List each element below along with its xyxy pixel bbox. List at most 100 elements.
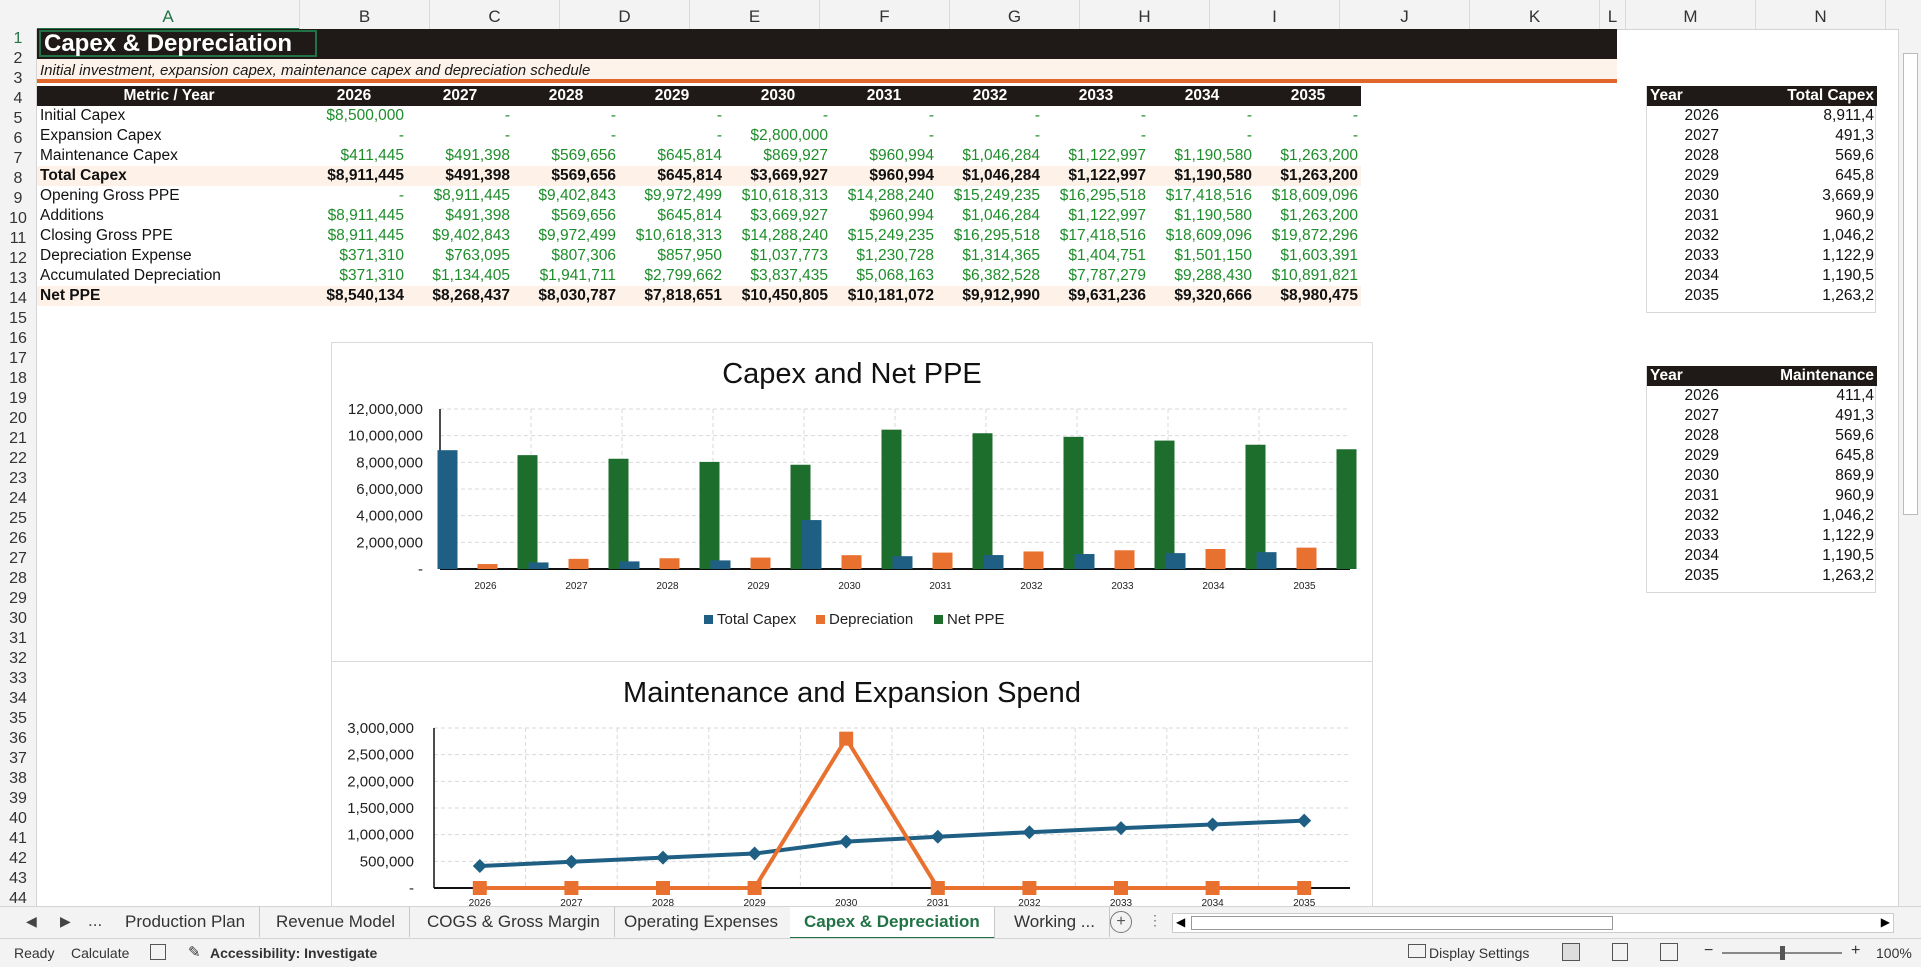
value-cell[interactable]: -	[716, 127, 722, 144]
value-cell[interactable]: $1,037,773	[750, 247, 828, 264]
row-header-31[interactable]: 31	[9, 630, 27, 647]
tab-more-button[interactable]: ...	[88, 911, 103, 930]
row-header-42[interactable]: 42	[9, 850, 27, 867]
row-header-7[interactable]: 7	[13, 150, 23, 167]
value-cell[interactable]: $15,249,235	[953, 187, 1040, 204]
row-header-1[interactable]: 1	[13, 30, 23, 47]
helper-value[interactable]: 1,122,9	[1822, 247, 1874, 264]
helper-value[interactable]: 569,6	[1835, 427, 1874, 444]
row-label[interactable]: Maintenance Capex	[40, 147, 178, 164]
helper-year[interactable]: 2034	[1684, 547, 1719, 564]
bar-depreciation[interactable]	[841, 555, 862, 569]
helper-value[interactable]: 960,9	[1835, 207, 1874, 224]
row-header-20[interactable]: 20	[9, 410, 27, 427]
column-header-n[interactable]: N	[1756, 0, 1886, 29]
year-header[interactable]: 2029	[619, 86, 725, 106]
value-cell[interactable]: $3,669,927	[750, 207, 828, 224]
column-header-i[interactable]: I	[1210, 0, 1340, 29]
bar-total-capex[interactable]	[437, 450, 458, 569]
helper-year[interactable]: 2032	[1684, 507, 1719, 524]
value-cell[interactable]: $15,249,235	[847, 227, 934, 244]
value-cell[interactable]: $1,230,728	[856, 247, 934, 264]
bar-depreciation[interactable]	[568, 558, 589, 569]
helper-value[interactable]: 1,190,5	[1822, 547, 1874, 564]
value-cell[interactable]: $8,268,437	[407, 286, 513, 306]
value-cell[interactable]: -	[1352, 107, 1358, 124]
row-header-2[interactable]: 2	[13, 50, 23, 67]
helper-year[interactable]: 2027	[1684, 127, 1719, 144]
capex-net-ppe-chart[interactable]: Capex and Net PPE - 2,000,000 4,000,000 6,00…	[331, 342, 1373, 672]
add-sheet-icon[interactable]: +	[1110, 911, 1132, 933]
row-header-41[interactable]: 41	[9, 830, 27, 847]
row-header-29[interactable]: 29	[9, 590, 27, 607]
row-header-40[interactable]: 40	[9, 810, 27, 827]
value-cell[interactable]: $8,911,445	[327, 227, 404, 244]
column-header-j[interactable]: J	[1340, 0, 1470, 29]
value-cell[interactable]: $569,656	[551, 207, 616, 224]
value-cell[interactable]: $1,046,284	[962, 207, 1040, 224]
workbook-statistics-icon[interactable]	[150, 944, 166, 960]
value-cell[interactable]: -	[1140, 127, 1146, 144]
value-cell[interactable]: $9,912,990	[937, 286, 1043, 306]
year-header[interactable]: 2032	[937, 86, 1043, 106]
helper-value[interactable]: 1,046,2	[1822, 227, 1874, 244]
helper-year[interactable]: 2027	[1684, 407, 1719, 424]
value-cell[interactable]: $1,122,997	[1068, 147, 1146, 164]
value-cell[interactable]: -	[610, 107, 616, 124]
row-header-25[interactable]: 25	[9, 510, 27, 527]
data-point-expansion[interactable]	[1205, 881, 1220, 895]
value-cell[interactable]: $3,669,927	[725, 166, 831, 186]
hscroll-right-icon[interactable]: ▶	[1880, 915, 1890, 929]
helper-value[interactable]: 960,9	[1835, 487, 1874, 504]
horizontal-scrollbar[interactable]: ◀ ▶	[1172, 913, 1894, 933]
row-label[interactable]: Total Capex	[37, 166, 301, 186]
series-line-maintenance-capex[interactable]	[479, 818, 1305, 869]
helper-year[interactable]: 2028	[1684, 147, 1719, 164]
value-cell[interactable]: -	[1352, 127, 1358, 144]
row-header-39[interactable]: 39	[9, 790, 27, 807]
value-cell[interactable]: -	[504, 107, 510, 124]
helper-value[interactable]: 1,122,9	[1822, 527, 1874, 544]
sheet-tab[interactable]: Working ...	[1000, 907, 1110, 937]
column-header-e[interactable]: E	[690, 0, 820, 29]
data-point-expansion[interactable]	[747, 881, 762, 895]
bar-total-capex[interactable]	[892, 556, 913, 569]
value-cell[interactable]: -	[716, 107, 722, 124]
value-cell[interactable]: $1,046,284	[962, 147, 1040, 164]
data-point-maintenance[interactable]	[472, 859, 487, 874]
helper-year[interactable]: 2028	[1684, 427, 1719, 444]
status-display-settings[interactable]: Display Settings	[1429, 945, 1530, 961]
helper-value[interactable]: 1,046,2	[1822, 507, 1874, 524]
value-cell[interactable]: $645,814	[657, 207, 722, 224]
tab-options-icon[interactable]: ⋮	[1148, 912, 1162, 928]
zoom-in-icon[interactable]: +	[1851, 942, 1861, 959]
data-point-maintenance[interactable]	[1297, 813, 1312, 828]
value-cell[interactable]: $1,190,580	[1174, 147, 1252, 164]
helper-value[interactable]: 491,3	[1835, 407, 1874, 424]
value-cell[interactable]: $491,398	[407, 166, 513, 186]
bar-net-ppe[interactable]	[1154, 440, 1175, 569]
column-header-m[interactable]: M	[1626, 0, 1756, 29]
row-header-23[interactable]: 23	[9, 470, 27, 487]
data-point-expansion[interactable]	[564, 881, 579, 895]
row-header-43[interactable]: 43	[9, 870, 27, 887]
row-header-18[interactable]: 18	[9, 370, 27, 387]
value-cell[interactable]: $1,314,365	[962, 247, 1040, 264]
value-cell[interactable]: $17,418,516	[1059, 227, 1146, 244]
value-cell[interactable]: $7,818,651	[619, 286, 725, 306]
value-cell[interactable]: -	[928, 127, 934, 144]
year-header[interactable]: 2027	[407, 86, 513, 106]
helper-year[interactable]: 2030	[1684, 467, 1719, 484]
value-cell[interactable]: $8,980,475	[1255, 286, 1361, 306]
row-header-26[interactable]: 26	[9, 530, 27, 547]
column-header-d[interactable]: D	[560, 0, 690, 29]
row-header-33[interactable]: 33	[9, 670, 27, 687]
year-header[interactable]: 2035	[1255, 86, 1361, 106]
data-point-expansion[interactable]	[1114, 881, 1128, 895]
helper-year[interactable]: 2031	[1684, 207, 1719, 224]
value-cell[interactable]: $2,799,662	[644, 267, 722, 284]
row-header-6[interactable]: 6	[13, 130, 23, 147]
bar-net-ppe[interactable]	[881, 429, 902, 569]
row-header-13[interactable]: 13	[9, 270, 27, 287]
bar-net-ppe[interactable]	[1336, 449, 1357, 569]
